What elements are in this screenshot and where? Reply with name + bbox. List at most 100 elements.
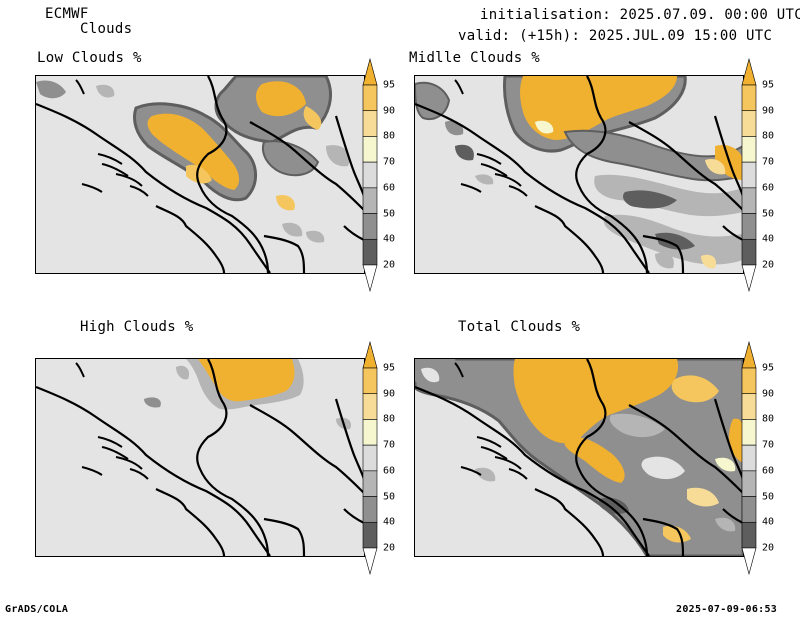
map-panel-low [35,75,365,274]
islands-mid [454,79,528,197]
colorbar-graphic [741,340,757,576]
colorbar-band [741,110,757,137]
panel-title-total: Total Clouds % [458,319,581,335]
colorbar-tick-label: 80 [762,130,775,142]
cloud-field-low [36,76,350,243]
colorbar-cap-top [362,340,378,369]
colorbar-tick-label: 95 [762,79,775,91]
islands-total [454,362,528,480]
colorbar-band [362,84,378,112]
colorbar-tick-label: 90 [762,388,775,400]
colorbar-band [741,161,757,189]
colorbar-band [741,521,757,549]
colorbar-tick-label: 80 [762,413,775,425]
footer-timestamp: 2025-07-09-06:53 [676,604,778,615]
colorbar-band [741,367,757,395]
colorbar-tick-label: 70 [383,156,396,168]
colorbar-graphic [741,57,757,293]
colorbar-tick-label: 50 [383,208,396,220]
cloud-field-high [144,359,352,430]
colorbar-tick-label: 50 [383,491,396,503]
colorbar-mid: 95 90 80 70 60 50 40 20 [741,57,774,293]
colorbar-tick-label: 20 [762,542,775,554]
colorbar-band [741,136,757,163]
colorbar-cap-top [741,340,757,369]
map-panel-total [414,358,744,557]
colorbar-band [362,496,378,523]
footer-credit: GrADS/COLA [5,604,69,615]
colorbar-tick-label: 60 [383,465,396,477]
colorbar-tick-label: 40 [762,233,775,245]
map-panel-high [35,358,365,557]
colorbar-graphic [362,57,378,293]
cloud-field-total [415,359,743,556]
model-label: ECMWF [45,6,89,22]
colorbar-cap-bottom [362,547,378,576]
colorbar-tick-label: 90 [383,105,396,117]
colorbar-tick-label: 90 [762,105,775,117]
colorbar-tick-label: 20 [383,542,396,554]
colorbar-tick-label: 40 [383,233,396,245]
colorbar-tick-label: 40 [383,516,396,528]
colorbar-band [741,393,757,420]
colorbar-tick-label: 50 [762,491,775,503]
colorbar-band [362,213,378,240]
colorbar-tick-label: 60 [762,465,775,477]
borders-low [36,76,364,273]
colorbar-band [362,444,378,472]
borders-total [415,359,743,556]
colorbar-band [362,110,378,137]
colorbar-cap-bottom [741,264,757,293]
panel-title-low: Low Clouds % [37,50,142,66]
colorbar-tick-label: 90 [383,388,396,400]
colorbar-band [741,238,757,266]
colorbar-low: 95 90 80 70 60 50 40 20 [362,57,395,293]
colorbar-tick-label: 50 [762,208,775,220]
colorbar-tick-label: 60 [383,182,396,194]
colorbar-band [741,213,757,240]
panel-title-mid: Midlle Clouds % [409,50,540,66]
colorbar-band [362,238,378,266]
colorbar-cap-bottom [741,547,757,576]
colorbar-tick-label: 70 [762,156,775,168]
colorbar-tick-label: 80 [383,413,396,425]
colorbar-tick-label: 95 [383,362,396,374]
valid-time: valid: (+15h): 2025.JUL.09 15:00 UTC [458,28,773,44]
cloud-field-mid [415,76,743,269]
colorbar-band [362,419,378,446]
colorbar-graphic [362,340,378,576]
map-panel-mid [414,75,744,274]
colorbar-band [362,367,378,395]
colorbar-tick-label: 70 [762,439,775,451]
colorbar-band [362,187,378,214]
colorbar-cap-top [362,57,378,86]
colorbar-tick-label: 20 [383,259,396,271]
colorbar-band [741,496,757,523]
colorbar-total: 95 90 80 70 60 50 40 20 [741,340,774,576]
colorbar-band [741,444,757,472]
colorbar-tick-label: 95 [383,79,396,91]
islands-low [75,79,149,197]
borders-mid [415,76,743,273]
colorbar-high: 95 90 80 70 60 50 40 20 [362,340,395,576]
colorbar-cap-bottom [362,264,378,293]
colorbar-band [362,470,378,497]
colorbar-tick-label: 80 [383,130,396,142]
init-time: initialisation: 2025.07.09. 00:00 UTC [480,7,800,23]
colorbar-tick-label: 20 [762,259,775,271]
product-label: Clouds [80,21,133,37]
colorbar-tick-label: 95 [762,362,775,374]
colorbar-band [741,187,757,214]
islands-high [75,362,149,480]
colorbar-band [741,470,757,497]
colorbar-tick-label: 60 [762,182,775,194]
borders-high [36,359,364,556]
panel-title-high: High Clouds % [80,319,194,335]
colorbar-band [362,136,378,163]
colorbar-band [362,393,378,420]
colorbar-tick-label: 40 [762,516,775,528]
colorbar-band [741,84,757,112]
colorbar-band [741,419,757,446]
colorbar-tick-label: 70 [383,439,396,451]
colorbar-cap-top [741,57,757,86]
